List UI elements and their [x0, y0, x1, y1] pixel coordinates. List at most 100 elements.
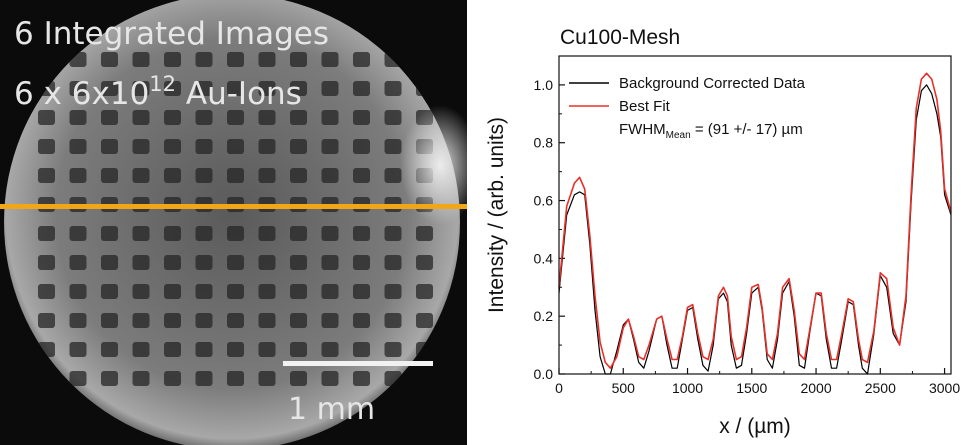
mesh-hole: [416, 81, 433, 96]
mesh-hole: [69, 81, 87, 96]
mesh-hole: [227, 168, 244, 183]
mesh-hole: [164, 81, 181, 96]
mesh-hole: [384, 168, 402, 183]
mesh-hole: [132, 226, 150, 241]
mesh-hole: [132, 81, 150, 96]
legend-label-data: Background Corrected Data: [619, 75, 806, 92]
mesh-hole: [164, 313, 181, 328]
mesh-hole: [353, 81, 370, 96]
mesh-hole: [353, 342, 370, 357]
mesh-hole: [227, 226, 244, 241]
mesh-hole: [38, 284, 55, 299]
mesh-hole: [321, 81, 339, 96]
legend-fwhm: FWHMMean = (91 +/- 17) µm: [619, 121, 803, 141]
mesh-hole: [101, 52, 118, 67]
mesh-hole: [195, 168, 213, 183]
chart-title: Cu100-Mesh: [560, 26, 680, 49]
mesh-hole: [101, 81, 118, 96]
mesh-hole: [38, 342, 55, 357]
mesh-hole: [69, 168, 87, 183]
mesh-hole: [227, 313, 244, 328]
scale-bar: [283, 361, 433, 366]
mesh-hole: [69, 110, 87, 125]
mesh-hole: [290, 342, 307, 357]
y-axis-ticks: 0.0 0.2 0.4 0.6 0.8 1.0: [534, 55, 565, 382]
mesh-hole: [227, 110, 244, 125]
mesh-hole: [38, 371, 55, 386]
mesh-hole: [321, 255, 339, 270]
mesh-hole: [132, 110, 150, 125]
y-tick-label: 0.2: [534, 308, 554, 324]
mesh-hole: [69, 371, 87, 386]
mesh-hole: [132, 342, 150, 357]
legend: Background Corrected Data Best Fit FWHMM…: [569, 75, 806, 141]
mesh-hole: [258, 52, 276, 67]
mesh-hole: [101, 110, 118, 125]
mesh-hole: [227, 52, 244, 67]
mesh-hole: [164, 139, 181, 154]
x-tick-label: 3000: [929, 380, 960, 396]
y-tick-label: 0.4: [534, 250, 554, 266]
fwhm-subscript: Mean: [666, 130, 691, 141]
mesh-hole: [321, 110, 339, 125]
mesh-hole: [321, 371, 339, 386]
mesh-hole: [69, 226, 87, 241]
x-axis-title: x / (µm): [719, 415, 791, 438]
mesh-hole: [321, 226, 339, 241]
fwhm-suffix: = (91 +/- 17) µm: [691, 121, 803, 138]
mesh-hole: [164, 371, 181, 386]
mesh-hole: [290, 371, 307, 386]
mesh-hole: [132, 139, 150, 154]
mesh-hole: [290, 52, 307, 67]
mesh-hole: [38, 139, 55, 154]
mesh-hole: [290, 313, 307, 328]
y-axis-title: Intensity / (arb. units): [485, 117, 508, 313]
profile-chart: Cu100-Mesh 0.0 0.2 0.4 0.6 0.8 1.0 0 500 1000 15…: [485, 26, 960, 438]
mesh-hole: [258, 168, 276, 183]
mesh-hole: [321, 284, 339, 299]
mesh-hole: [384, 81, 402, 96]
mesh-hole: [38, 255, 55, 270]
mesh-hole: [195, 226, 213, 241]
mesh-hole: [69, 342, 87, 357]
mesh-hole: [353, 371, 370, 386]
mesh-hole: [290, 139, 307, 154]
fwhm-prefix: FWHM: [619, 121, 666, 138]
y-tick-label: 0.6: [534, 193, 554, 209]
x-axis-ticks: 0 500 1000 1500 2000 2500 3000: [555, 368, 960, 396]
mesh-hole: [258, 313, 276, 328]
mesh-hole: [258, 139, 276, 154]
profile-line: [0, 204, 467, 209]
mesh-hole: [164, 226, 181, 241]
legend-label-fit: Best Fit: [619, 98, 671, 115]
mesh-hole: [384, 226, 402, 241]
mesh-hole: [353, 52, 370, 67]
mesh-hole: [132, 168, 150, 183]
x-tick-label: 0: [555, 380, 563, 396]
mesh-hole: [38, 52, 55, 67]
mesh-hole: [227, 139, 244, 154]
mesh-hole: [258, 342, 276, 357]
mesh-hole: [258, 226, 276, 241]
mesh-hole: [384, 284, 402, 299]
mesh-hole: [353, 139, 370, 154]
ion-count-exponent: 12: [149, 72, 177, 96]
mesh-hole: [353, 284, 370, 299]
mesh-hole: [101, 226, 118, 241]
mesh-hole: [416, 226, 433, 241]
fit-series-line: [558, 72, 952, 370]
mesh-hole: [258, 371, 276, 386]
bright-edge: [400, 105, 467, 225]
mesh-hole: [416, 284, 433, 299]
mesh-hole: [132, 371, 150, 386]
x-tick-label: 2500: [865, 380, 896, 396]
detector-image-panel: 6 Integrated Images 6 x 6x1012 Au-Ions 1…: [0, 0, 467, 445]
mesh-hole: [290, 110, 307, 125]
mesh-hole: [321, 52, 339, 67]
mesh-hole: [416, 52, 433, 67]
mesh-hole: [353, 226, 370, 241]
mesh-hole: [416, 342, 433, 357]
beam-disc: [4, 0, 460, 445]
plot-series: [558, 72, 952, 375]
mesh-hole: [101, 342, 118, 357]
